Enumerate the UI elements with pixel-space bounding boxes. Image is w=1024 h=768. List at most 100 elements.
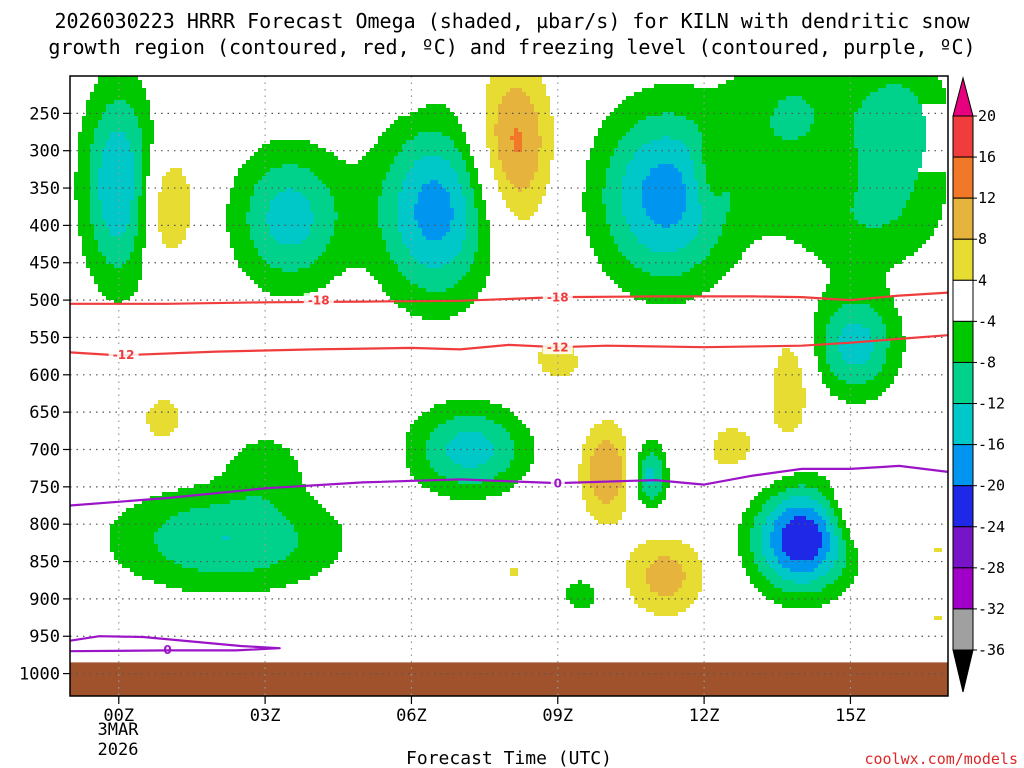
omega-cell — [618, 492, 626, 496]
omega-cell — [90, 196, 98, 200]
omega-cell — [682, 580, 702, 584]
x-tick-label: 09Z — [542, 706, 573, 726]
omega-cell — [74, 180, 90, 184]
omega-cell — [594, 516, 622, 520]
omega-cell — [494, 420, 522, 424]
omega-cell — [470, 268, 490, 272]
omega-cell — [74, 172, 90, 176]
omega-cell — [262, 176, 318, 180]
omega-cell — [454, 436, 486, 440]
omega-cell — [638, 484, 642, 488]
omega-cell — [674, 164, 694, 168]
omega-cell — [334, 220, 378, 224]
omega-cell — [90, 152, 102, 156]
omega-cell — [702, 212, 726, 216]
omega-cell — [758, 492, 778, 496]
omega-cell — [498, 104, 534, 108]
omega-cell — [254, 240, 278, 244]
omega-cell — [606, 116, 646, 120]
omega-cell — [762, 572, 778, 576]
omega-cell — [258, 252, 322, 256]
omega-cell — [490, 156, 498, 160]
omega-cell — [702, 220, 726, 224]
omega-cell — [226, 224, 250, 228]
omega-cell — [286, 556, 338, 560]
omega-cell — [538, 152, 554, 156]
omega-cell — [606, 216, 626, 220]
omega-cell — [686, 576, 702, 580]
omega-cell — [838, 552, 846, 556]
omega-cell — [74, 176, 90, 180]
omega-cell — [90, 268, 142, 272]
omega-cell — [698, 192, 714, 196]
colorbar-segment — [952, 403, 974, 446]
omega-cell — [738, 524, 754, 528]
omega-cell — [582, 460, 590, 464]
omega-cell — [818, 488, 834, 492]
omega-cell — [534, 108, 550, 112]
omega-shaded-field — [74, 76, 946, 620]
omega-cell — [246, 444, 282, 448]
omega-cell — [422, 232, 446, 236]
omega-cell — [294, 548, 342, 552]
omega-cell — [834, 528, 842, 532]
omega-cell — [718, 240, 754, 244]
omega-cell — [694, 236, 718, 240]
omega-cell — [810, 124, 854, 128]
colorbar-segment — [952, 279, 974, 322]
omega-cell — [90, 208, 102, 212]
omega-cell — [606, 204, 622, 208]
omega-cell — [110, 536, 154, 540]
omega-cell — [102, 252, 130, 256]
omega-cell — [634, 548, 694, 552]
omega-cell — [630, 128, 698, 132]
omega-cell — [778, 424, 798, 428]
omega-cell — [110, 548, 158, 552]
omega-cell — [790, 520, 814, 524]
omega-cell — [238, 260, 266, 264]
omega-cell — [594, 452, 618, 456]
omega-cell — [830, 532, 834, 536]
omega-cell — [622, 460, 626, 464]
omega-cell — [386, 240, 402, 244]
omega-cell — [838, 540, 846, 544]
omega-cell — [414, 476, 446, 480]
omega-cell — [294, 188, 330, 192]
omega-cell — [378, 200, 398, 204]
omega-cell — [506, 200, 542, 204]
omega-cell — [402, 148, 458, 152]
omega-cell — [858, 184, 914, 188]
omega-cell — [582, 492, 594, 496]
omega-cell — [422, 188, 446, 192]
omega-cell — [414, 160, 450, 164]
omega-cell — [646, 208, 686, 212]
omega-cell — [618, 448, 626, 452]
omega-cell — [538, 112, 550, 116]
omega-cell — [626, 584, 650, 588]
omega-cell — [486, 120, 498, 124]
omega-cell — [170, 516, 286, 520]
omega-cell — [274, 236, 306, 240]
ground-fill — [70, 662, 948, 696]
omega-cell — [422, 412, 514, 416]
omega-cell — [398, 200, 418, 204]
omega-cell — [462, 248, 478, 252]
omega-cell — [214, 476, 302, 480]
omega-cell — [686, 196, 698, 200]
omega-cell — [794, 472, 818, 476]
omega-cell — [818, 256, 906, 260]
omega-cell — [250, 224, 270, 228]
omega-cell — [838, 576, 854, 580]
colorbar-segment — [952, 361, 974, 405]
omega-cell — [838, 524, 846, 528]
credit-link[interactable]: coolwx.com/models — [864, 750, 1018, 768]
omega-cell — [822, 544, 830, 548]
omega-cell — [870, 332, 886, 336]
omega-cell — [486, 460, 510, 464]
omega-cell — [826, 348, 838, 352]
omega-cell — [470, 264, 490, 268]
omega-cell — [826, 324, 846, 328]
omega-cell — [806, 484, 830, 488]
omega-cell — [846, 552, 858, 556]
omega-cell — [390, 296, 478, 300]
